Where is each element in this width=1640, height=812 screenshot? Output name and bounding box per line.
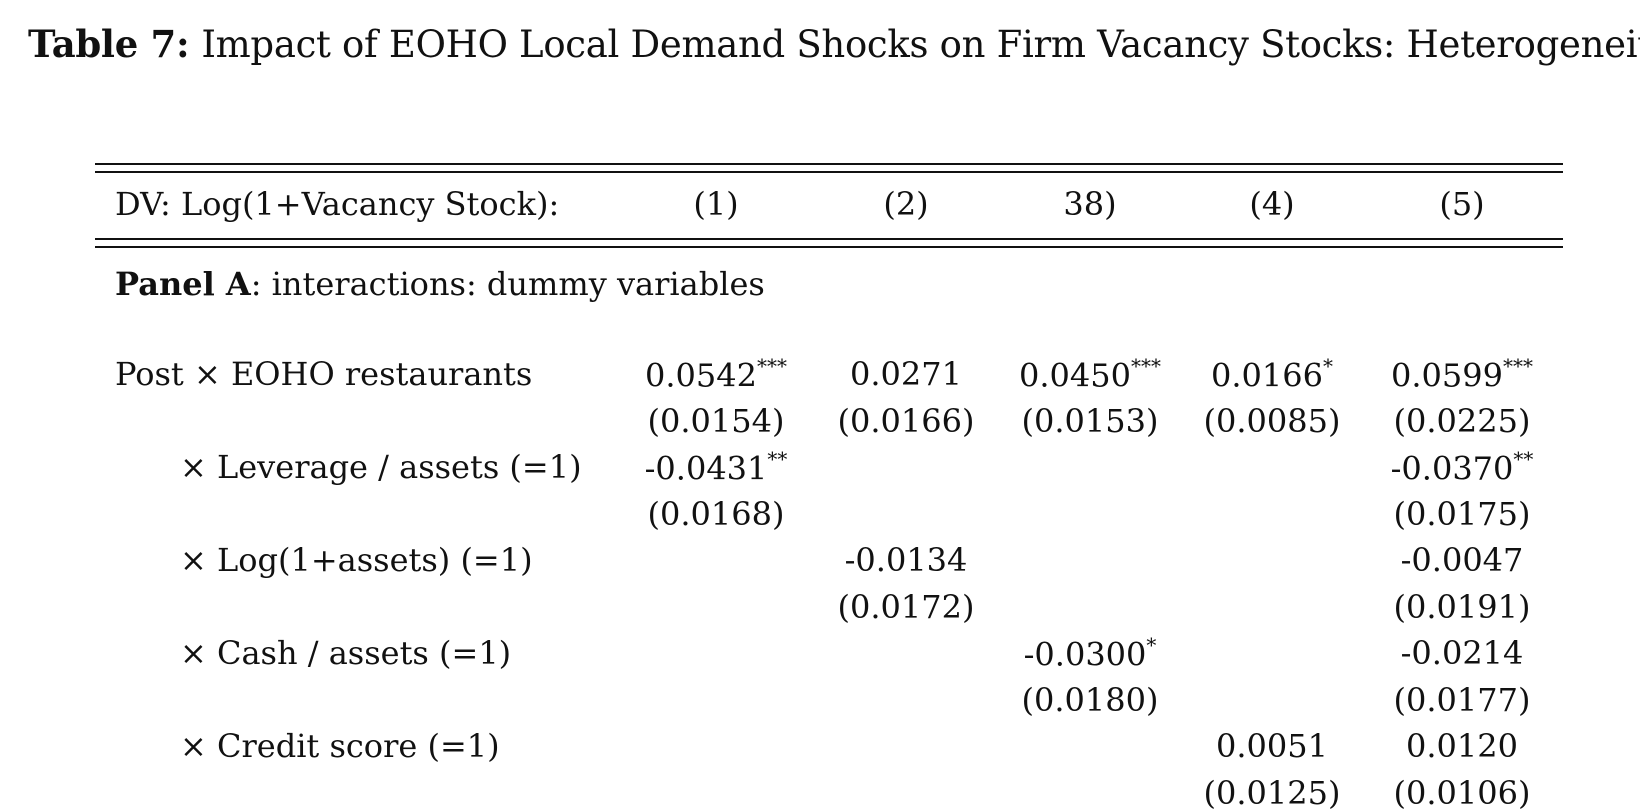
table-caption: Table 7: Impact of EOHO Local Demand Shoc… [28, 22, 1640, 66]
dv-label: DV: Log(1+Vacancy Stock): [115, 185, 560, 223]
coefficient-cell: 0.0166* [1211, 354, 1333, 395]
column-header-3: 38) [1063, 185, 1117, 223]
column-header-5: (5) [1439, 185, 1485, 223]
std-error-cell: (0.0166) [837, 402, 975, 440]
std-error-cell: (0.0125) [1203, 774, 1341, 812]
coefficient-cell: 0.0450*** [1019, 354, 1161, 395]
top-rule-2 [95, 171, 1563, 173]
coefficient-cell: 0.0120 [1406, 727, 1518, 765]
coefficient-cell: -0.0214 [1400, 634, 1524, 672]
std-error-cell: (0.0175) [1393, 495, 1531, 533]
std-error-cell: (0.0172) [837, 588, 975, 626]
std-error-cell: (0.0085) [1203, 402, 1341, 440]
row-label: Post × EOHO restaurants [115, 355, 533, 393]
significance-stars: * [1322, 354, 1333, 378]
row-label: × Credit score (=1) [180, 727, 500, 765]
std-error-cell: (0.0168) [647, 495, 785, 533]
top-rule-1 [95, 163, 1563, 165]
std-error-cell: (0.0225) [1393, 402, 1531, 440]
header-rule-2 [95, 246, 1563, 248]
coefficient-cell: -0.0047 [1400, 541, 1524, 579]
row-label: × Leverage / assets (=1) [180, 448, 582, 486]
coefficient-cell: 0.0542*** [645, 354, 787, 395]
std-error-cell: (0.0191) [1393, 588, 1531, 626]
column-header-2: (2) [883, 185, 929, 223]
std-error-cell: (0.0106) [1393, 774, 1531, 812]
significance-stars: ** [1513, 447, 1534, 471]
coefficient-cell: 0.0051 [1216, 727, 1328, 765]
coefficient-cell: -0.0300* [1023, 633, 1157, 674]
coefficient-cell: 0.0599*** [1391, 354, 1533, 395]
significance-stars: *** [1130, 354, 1161, 378]
row-label: × Log(1+assets) (=1) [180, 541, 533, 579]
coefficient-cell: -0.0134 [844, 541, 968, 579]
std-error-cell: (0.0154) [647, 402, 785, 440]
panel-a-rest: : interactions: dummy variables [250, 265, 765, 303]
coefficient-cell: -0.0370** [1390, 447, 1534, 488]
row-label: × Cash / assets (=1) [180, 634, 512, 672]
significance-stars: ** [767, 447, 788, 471]
header-rule-1 [95, 238, 1563, 240]
significance-stars: * [1146, 633, 1157, 657]
table-number: Table 7: [28, 22, 190, 66]
table-title: Impact of EOHO Local Demand Shocks on Fi… [201, 23, 1640, 66]
panel-a-bold: Panel A [115, 265, 251, 303]
panel-a-heading: Panel A: interactions: dummy variables [115, 268, 765, 300]
std-error-cell: (0.0177) [1393, 681, 1531, 719]
column-header-1: (1) [693, 185, 739, 223]
significance-stars: *** [1502, 354, 1533, 378]
column-header-4: (4) [1249, 185, 1295, 223]
coefficient-cell: 0.0271 [850, 355, 962, 393]
significance-stars: *** [756, 354, 787, 378]
coefficient-cell: -0.0431** [644, 447, 788, 488]
std-error-cell: (0.0153) [1021, 402, 1159, 440]
std-error-cell: (0.0180) [1021, 681, 1159, 719]
